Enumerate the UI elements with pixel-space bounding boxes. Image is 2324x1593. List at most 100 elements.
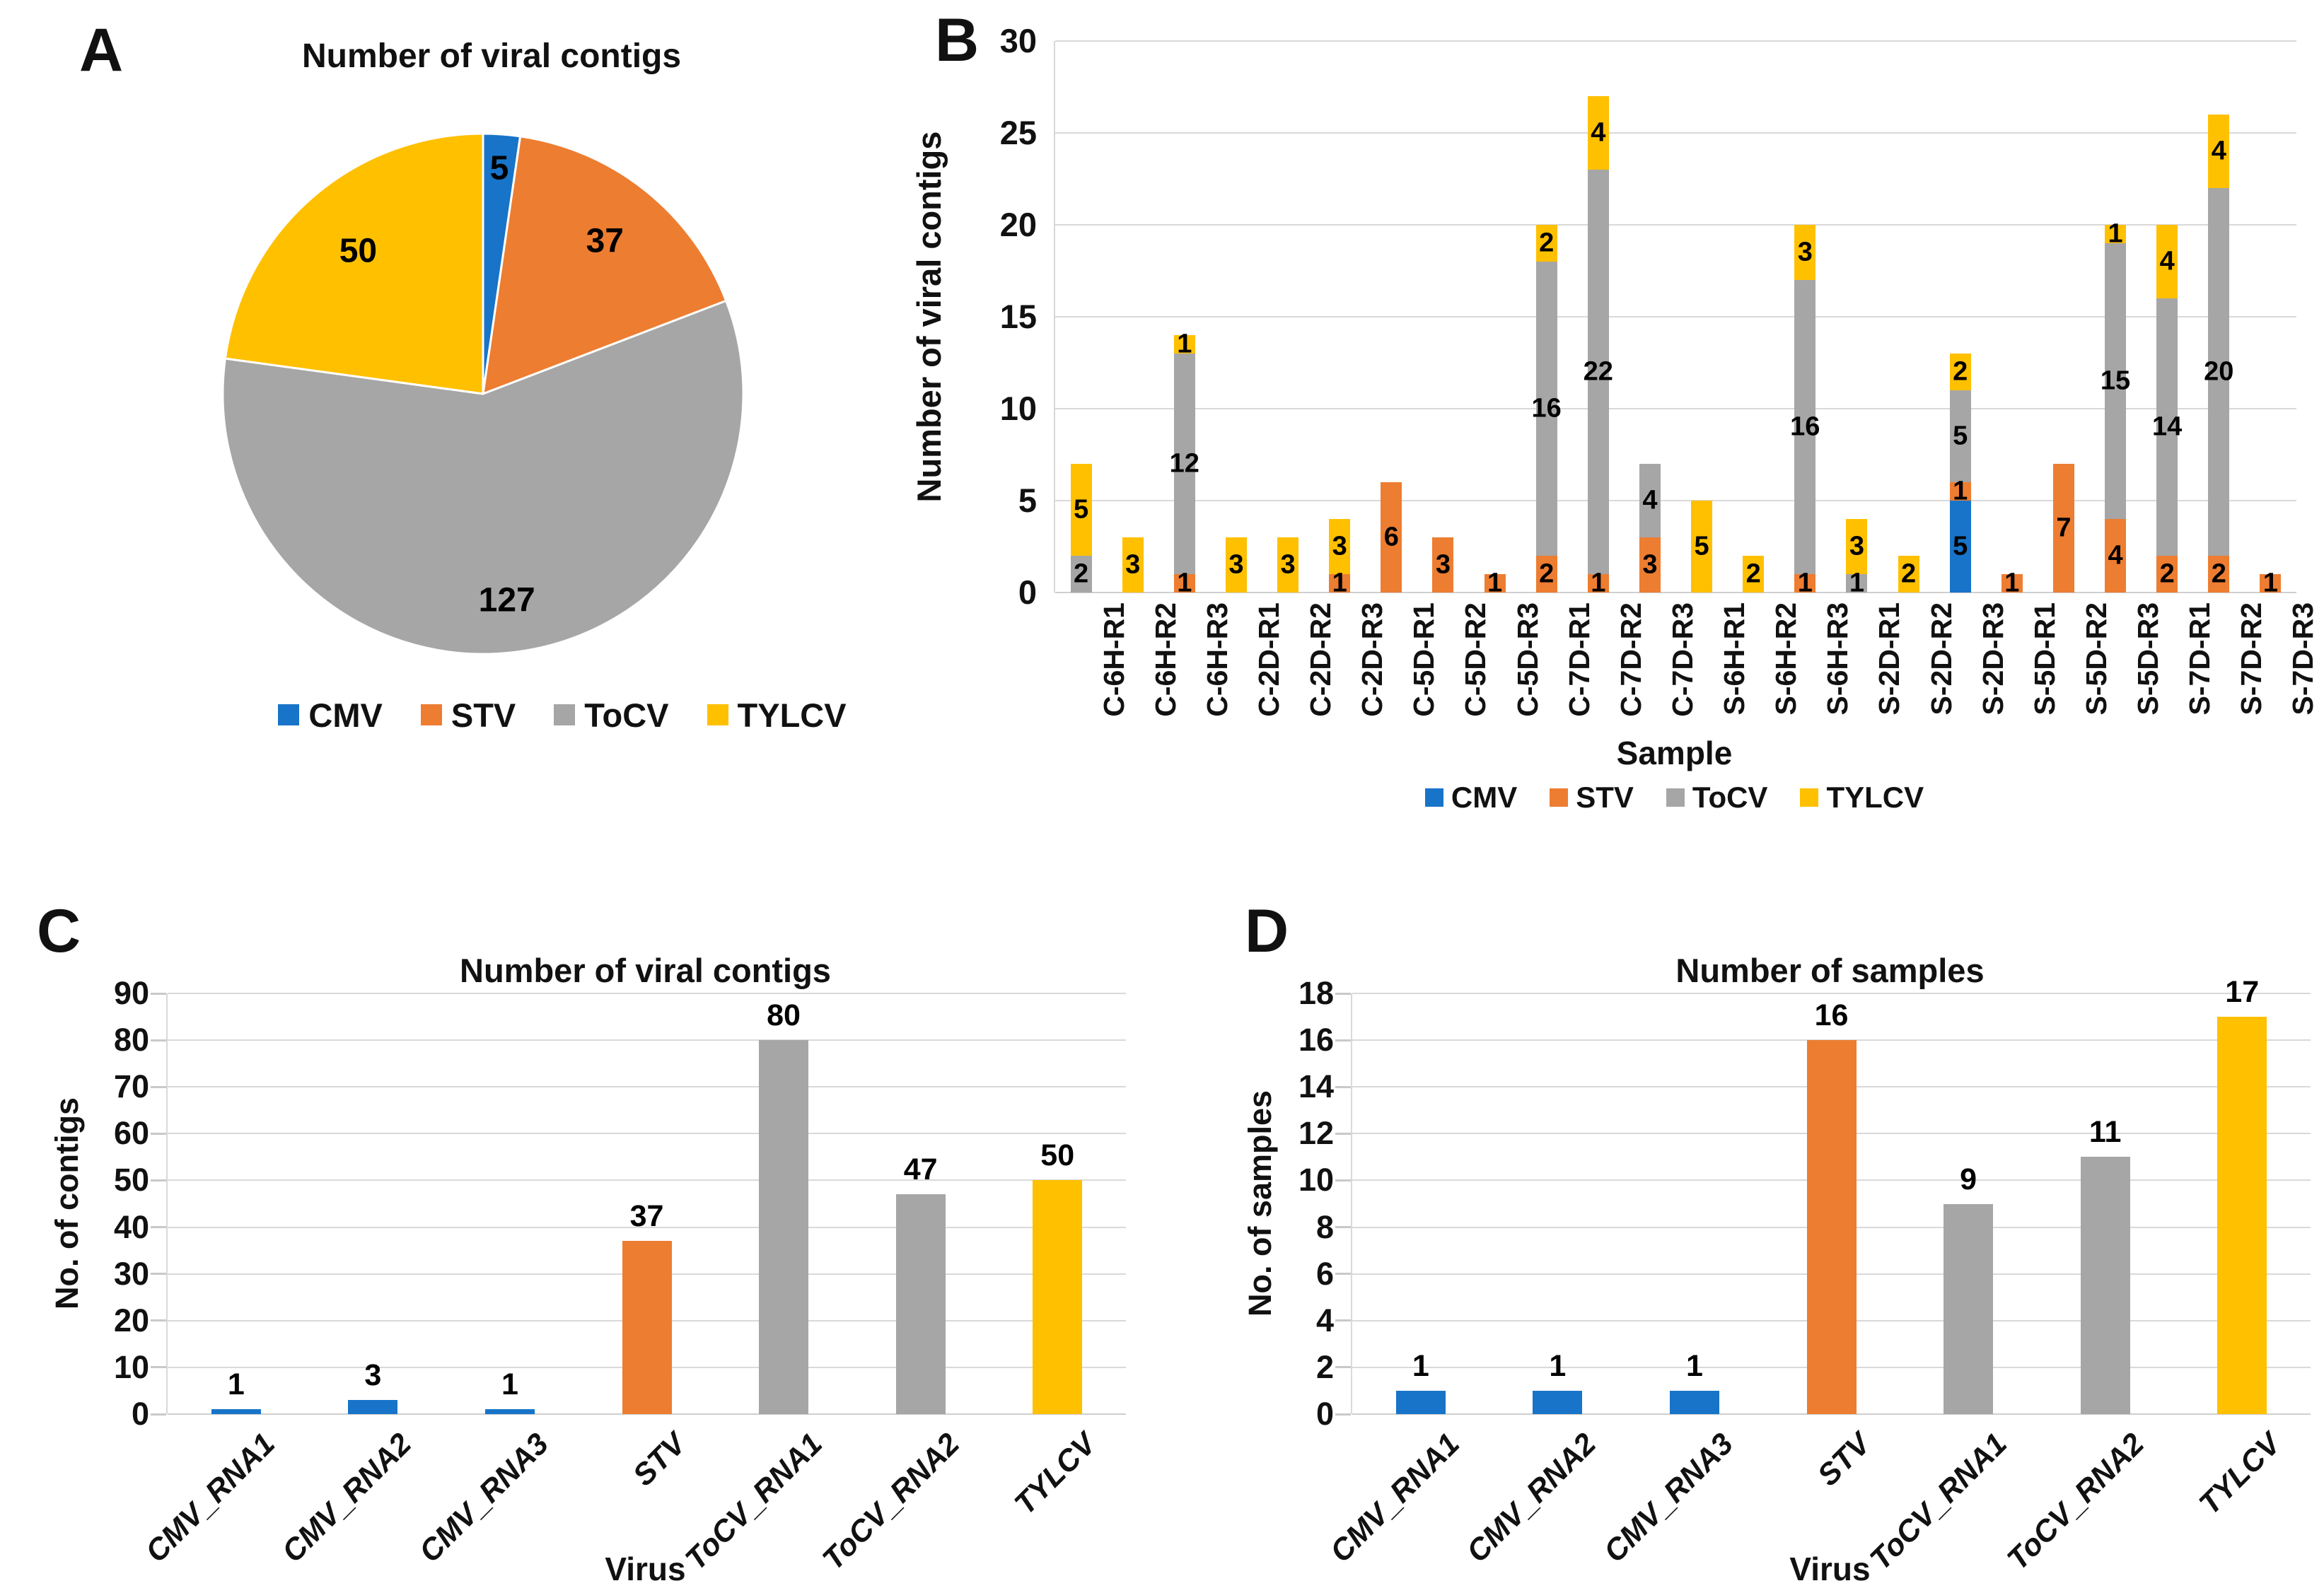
- bar-segment-STV: [2052, 464, 2074, 593]
- bar-CMV_RNA2: [348, 1400, 398, 1414]
- legend-item-CMV: CMV: [1424, 781, 1518, 815]
- segment-value-label: 2: [1953, 356, 1968, 387]
- bar-segment-TYLCV: [1173, 335, 1195, 354]
- bar-segment-TYLCV: [1794, 225, 1816, 280]
- bar-value-label: 50: [1040, 1138, 1075, 1173]
- x-category-label: C-2D-R2: [1304, 602, 1337, 717]
- segment-value-label: 4: [2211, 136, 2226, 166]
- legend-item-STV: STV: [420, 696, 516, 735]
- segment-value-label: 3: [1797, 237, 1813, 267]
- segment-value-label: 3: [1332, 531, 1347, 561]
- legend-item-ToCV: ToCV: [554, 696, 669, 735]
- gridline: [168, 1086, 1126, 1088]
- segment-value-label: 1: [1487, 568, 1503, 598]
- segment-value-label: 1: [1591, 568, 1606, 598]
- x-category-label: S-6H-R3: [1821, 602, 1854, 716]
- bar-segment-ToCV: [1587, 170, 1609, 574]
- panel-b-letter: B: [935, 6, 980, 74]
- pie-value-label: 50: [339, 232, 378, 270]
- legend-item-ToCV: ToCV: [1666, 781, 1767, 815]
- legend-label: STV: [1576, 781, 1634, 814]
- x-category-label: S-5D-R1: [2028, 602, 2061, 716]
- bar-value-label: 11: [2088, 1115, 2122, 1150]
- panel-b-y-axis-title: Number of viral contigs: [910, 131, 948, 503]
- y-tick-mark: [1335, 992, 1351, 995]
- x-category-label: C-5D-R1: [1407, 602, 1441, 717]
- y-tick-label: 10: [1298, 1162, 1334, 1198]
- panel-a-letter: A: [79, 16, 124, 84]
- panel-c-letter: C: [37, 897, 81, 965]
- y-tick-label: 0: [1018, 573, 1037, 611]
- segment-value-label: 5: [1953, 531, 1968, 561]
- bar-value-label: 1: [501, 1367, 518, 1402]
- segment-value-label: 15: [2100, 366, 2131, 396]
- gridline: [168, 1226, 1126, 1228]
- bar-STV: [1806, 1040, 1857, 1414]
- legend-label: ToCV: [584, 696, 669, 734]
- bar-segment-STV: [1484, 574, 1506, 593]
- segment-value-label: 1: [1332, 568, 1347, 598]
- bar-ToCV_RNA1: [1944, 1203, 1994, 1414]
- pie-chart: 5 37 127 50: [214, 125, 752, 663]
- legend-label: CMV: [1451, 781, 1518, 814]
- contigs-bar-chart: 0 10 20 30 40 50 60 70 80 90 1 CMV_RNA1 3 CMV_RNA2 1 CM…: [114, 975, 1126, 1577]
- bar-value-label: 80: [767, 998, 801, 1033]
- legend-item-CMV: CMV: [278, 696, 383, 735]
- bar-segment-ToCV: [2156, 298, 2178, 556]
- panel-d-x-axis-title: Virus: [1789, 1551, 1871, 1587]
- bar-segment-ToCV: [1639, 464, 1661, 537]
- bar-segment-STV: [1173, 574, 1195, 593]
- panel-d-letter: D: [1245, 897, 1289, 965]
- bar-segment-STV: [1535, 556, 1557, 593]
- y-tick-label: 80: [113, 1022, 149, 1058]
- y-tick-label: 18: [1298, 975, 1334, 1011]
- segment-value-label: 1: [1797, 568, 1813, 598]
- segment-value-label: 3: [1280, 549, 1296, 580]
- bar-segment-STV: [2001, 574, 2023, 593]
- bar-CMV_RNA3: [1669, 1390, 1719, 1414]
- bar-ToCV_RNA2: [895, 1194, 946, 1414]
- bar-chart-legend: CMV STV ToCV TYLCV: [1054, 781, 2295, 814]
- y-tick-label: 25: [999, 114, 1037, 151]
- pie-slice-STV: [482, 135, 728, 395]
- bar-segment-TYLCV: [1691, 501, 1713, 593]
- bar-CMV_RNA3: [484, 1409, 535, 1414]
- bar-value-label: 47: [903, 1153, 938, 1187]
- segment-value-label: 22: [1583, 356, 1613, 387]
- segment-value-label: 6: [1383, 522, 1399, 552]
- legend-label: CMV: [308, 696, 383, 734]
- bar-segment-STV: [2105, 519, 2127, 593]
- legend-label: TYLCV: [737, 696, 847, 734]
- bar-segment-TYLCV: [1535, 225, 1557, 262]
- gridline: [168, 993, 1126, 994]
- pie-slice-TYLCV: [223, 132, 484, 395]
- gridline: [1055, 316, 2296, 317]
- segment-value-label: 3: [1228, 549, 1244, 580]
- segment-value-label: 4: [1642, 485, 1658, 515]
- y-tick-mark: [1335, 1179, 1351, 1181]
- x-category-label: C-5D-R3: [1511, 602, 1544, 717]
- legend-swatch-ToCV: [554, 704, 576, 725]
- x-category-label: C-7D-R2: [1614, 602, 1647, 717]
- bar-segment-STV: [2260, 574, 2282, 593]
- x-category-label: S-2D-R1: [1873, 602, 1906, 716]
- segment-value-label: 16: [1531, 393, 1562, 424]
- bar-segment-STV: [2208, 556, 2230, 593]
- y-tick-mark: [151, 1226, 166, 1229]
- segment-value-label: 2: [1539, 228, 1555, 258]
- bar-value-label: 1: [1549, 1348, 1567, 1383]
- bar-segment-TYLCV: [1743, 556, 1765, 593]
- y-tick-mark: [151, 992, 166, 995]
- pie-value-label: 5: [489, 149, 509, 187]
- legend-swatch-CMV: [278, 704, 300, 725]
- legend-swatch-STV: [1550, 788, 1569, 807]
- segment-value-label: 2: [1539, 559, 1555, 589]
- x-category-label: C-2D-R1: [1252, 602, 1285, 717]
- legend-item-STV: STV: [1550, 781, 1634, 815]
- gridline: [1055, 592, 2296, 593]
- segment-value-label: 2: [2211, 559, 2226, 589]
- y-tick-mark: [151, 1179, 166, 1181]
- segment-value-label: 4: [1591, 117, 1606, 148]
- pie-slice-ToCV: [221, 299, 745, 655]
